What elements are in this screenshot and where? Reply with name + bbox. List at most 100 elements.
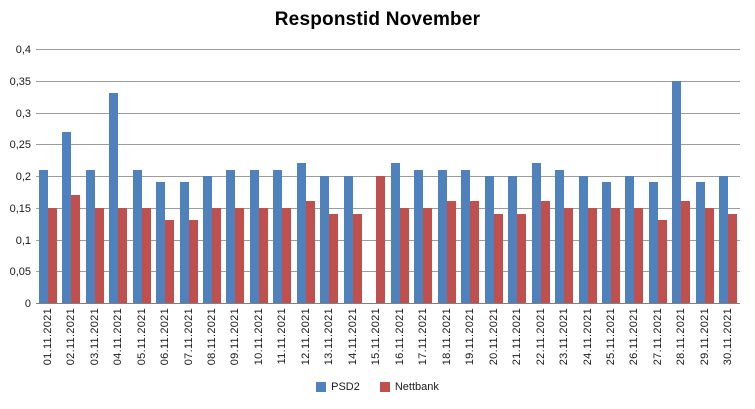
bar-group (59, 50, 82, 303)
bar-group (599, 50, 622, 303)
bar-nettbank (71, 195, 81, 303)
x-cell: 08.11.2021 (200, 308, 223, 380)
bar-nettbank (282, 208, 292, 303)
bar-psd2 (672, 81, 682, 303)
bar-group (717, 50, 740, 303)
x-cell: 03.11.2021 (83, 308, 106, 380)
legend-swatch-nettbank-icon (379, 382, 390, 392)
x-cell: 04.11.2021 (106, 308, 129, 380)
bar-nettbank (235, 208, 245, 303)
x-cell: 10.11.2021 (247, 308, 270, 380)
bar-group (388, 50, 411, 303)
x-cell: 01.11.2021 (36, 308, 59, 380)
x-tick-label: 11.11.2021 (276, 308, 289, 365)
x-cell: 19.11.2021 (458, 308, 481, 380)
bar-psd2 (508, 176, 518, 303)
bar-group (83, 50, 106, 303)
bar-group (646, 50, 669, 303)
bar-psd2 (461, 170, 471, 303)
bar-nettbank (540, 201, 550, 303)
bar-nettbank (634, 208, 644, 303)
bar-psd2 (226, 170, 236, 303)
bar-nettbank (470, 201, 480, 303)
bar-group (623, 50, 646, 303)
x-tick-label: 26.11.2021 (628, 308, 641, 366)
y-tick-label: 0,1 (15, 234, 31, 247)
bar-group (247, 50, 270, 303)
bar-group (482, 50, 505, 303)
bar-nettbank (329, 214, 339, 303)
bar-psd2 (390, 163, 400, 303)
x-cell: 16.11.2021 (388, 308, 411, 380)
bar-nettbank (493, 214, 503, 303)
bar-nettbank (118, 208, 128, 303)
x-cell: 22.11.2021 (529, 308, 552, 380)
legend-item-nettbank: Nettbank (379, 381, 439, 393)
bar-psd2 (601, 182, 611, 303)
x-cell: 12.11.2021 (294, 308, 317, 380)
bar-group (341, 50, 364, 303)
x-tick-label: 17.11.2021 (417, 308, 430, 366)
bar-group (365, 50, 388, 303)
bars-layer (36, 50, 740, 303)
x-tick-label: 23.11.2021 (558, 308, 571, 366)
x-tick-label: 03.11.2021 (88, 308, 101, 366)
bar-group (552, 50, 575, 303)
x-tick-label: 20.11.2021 (487, 308, 500, 366)
x-tick-label: 30.11.2021 (722, 308, 735, 366)
bar-psd2 (62, 132, 72, 303)
bar-group (153, 50, 176, 303)
bar-group (670, 50, 693, 303)
bar-psd2 (179, 182, 189, 303)
y-tick-label: 0,2 (15, 171, 31, 183)
x-cell: 25.11.2021 (599, 308, 622, 380)
bar-nettbank (258, 208, 268, 303)
y-tick-label: 0,35 (9, 75, 31, 88)
gridline (36, 144, 740, 146)
bar-nettbank (212, 208, 222, 303)
x-tick-label: 13.11.2021 (323, 308, 336, 366)
x-tick-label: 18.11.2021 (440, 308, 453, 366)
x-cell: 07.11.2021 (177, 308, 200, 380)
x-cell: 21.11.2021 (505, 308, 528, 380)
gridline (36, 271, 740, 273)
bar-psd2 (625, 176, 635, 303)
y-tick-label: 0,4 (15, 44, 31, 56)
bar-psd2 (273, 170, 283, 303)
gridline (36, 207, 740, 209)
bar-psd2 (695, 182, 705, 303)
bar-nettbank (446, 201, 456, 303)
bar-group (200, 50, 223, 303)
x-axis-labels: 01.11.2021 02.11.2021 03.11.2021 04.11.2021… (36, 308, 740, 380)
x-cell: 20.11.2021 (482, 308, 505, 380)
bar-nettbank (141, 208, 151, 303)
bar-psd2 (578, 176, 588, 303)
bar-psd2 (437, 170, 447, 303)
bar-nettbank (681, 201, 691, 303)
gridline (36, 49, 740, 50)
x-tick-label: 29.11.2021 (698, 308, 711, 366)
x-tick-label: 19.11.2021 (464, 308, 477, 366)
x-tick-label: 14.11.2021 (346, 308, 359, 366)
bar-psd2 (203, 176, 213, 303)
x-tick-label: 10.11.2021 (252, 308, 265, 366)
x-cell: 15.11.2021 (365, 308, 388, 380)
bar-group (106, 50, 129, 303)
bar-psd2 (132, 170, 142, 303)
x-tick-label: 21.11.2021 (511, 308, 524, 366)
gridline (36, 80, 740, 82)
bar-group (529, 50, 552, 303)
bar-group (458, 50, 481, 303)
bar-nettbank (47, 208, 57, 303)
bar-nettbank (352, 214, 362, 303)
bar-nettbank (94, 208, 104, 303)
bar-group (412, 50, 435, 303)
bar-psd2 (531, 163, 541, 303)
x-tick-label: 01.11.2021 (41, 308, 54, 366)
gridline (36, 112, 740, 114)
bar-group (130, 50, 153, 303)
bar-nettbank (399, 208, 409, 303)
bar-psd2 (343, 176, 353, 303)
x-tick-label: 09.11.2021 (229, 308, 242, 366)
bar-nettbank (728, 214, 738, 303)
